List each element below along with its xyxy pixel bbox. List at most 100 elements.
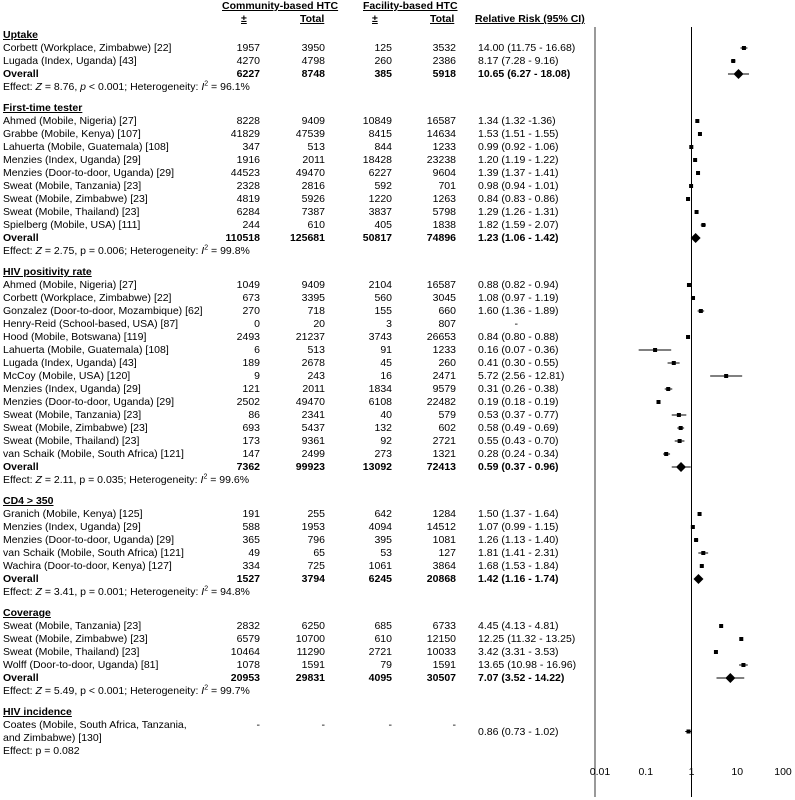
facility-positive: 8415 [368,128,392,140]
facility-total: 16587 [426,115,456,127]
facility-total: 14634 [426,128,456,140]
study-label: Gonzalez (Door-to-door, Mozambique) [62] [3,305,203,317]
facility-total: 12150 [426,633,456,645]
facility-total: 14512 [426,521,456,533]
community-positive: 1916 [236,154,260,166]
rr-value: 1.60 (1.36 - 1.89) [478,305,559,317]
rr-value: 0.86 (0.73 - 1.02) [478,725,559,738]
community-total: 65 [313,547,325,559]
study-label: Menzies (Index, Uganda) [29] [3,521,141,533]
overall-rr-value: 1.42 (1.16 - 1.74) [478,573,559,585]
overall-label: Overall [3,232,39,244]
rr-value: 1.68 (1.53 - 1.84) [478,560,559,572]
community-positive: 173 [242,435,260,447]
overall-facility-positive: 13092 [362,461,392,473]
rr-value: 0.99 (0.92 - 1.06) [478,141,559,153]
effect-statistics: Effect: Z = 8.76, p < 0.001; Heterogenei… [3,80,250,94]
community-total: 11290 [296,646,325,658]
facility-positive: 132 [374,422,392,434]
overall-facility-total: 74896 [426,232,456,244]
overall-facility-positive: 385 [374,68,392,80]
rr-value: - [514,318,519,330]
overall-facility-total: 72413 [426,461,456,473]
study-label: van Schaik (Mobile, South Africa) [121] [3,448,184,460]
community-total: 718 [307,305,325,317]
rr-value: 1.08 (0.97 - 1.19) [478,292,559,304]
community-total: 49470 [295,167,325,179]
study-label: Menzies (Index, Uganda) [29] [3,383,141,395]
point-estimate-square [696,171,701,175]
point-estimate-square [724,374,729,378]
facility-total-header: Total [430,13,455,25]
community-total: 243 [307,370,325,382]
facility-total: 26653 [426,331,456,343]
community-positive: 189 [242,357,260,369]
facility-total: 3532 [432,42,456,54]
study-label: Corbett (Workplace, Zimbabwe) [22] [3,292,172,304]
section-title: Coverage [3,607,51,619]
facility-total: 701 [438,180,456,192]
study-label: Lahuerta (Mobile, Guatemala) [108] [3,141,169,153]
overall-rr-value: 7.07 (3.52 - 14.22) [478,672,565,684]
facility-positive: 125 [374,42,392,54]
study-label: Granich (Mobile, Kenya) [125] [3,508,143,520]
community-positive: 244 [242,219,260,231]
rr-value: 5.72 (2.56 - 12.81) [478,370,565,382]
rr-value: 0.53 (0.37 - 0.77) [478,409,559,421]
community-total: 3950 [301,42,325,54]
community-positive: - [256,719,261,731]
overall-facility-positive: 4095 [368,672,392,684]
point-estimate-square [698,309,703,313]
community-positive: 1049 [236,279,260,291]
facility-total: 3045 [432,292,456,304]
overall-facility-total: 5918 [432,68,456,80]
study-label: Lugada (Index, Uganda) [43] [3,55,137,67]
point-estimate-square [686,283,691,287]
overall-diamond [725,673,736,683]
facility-total: 22482 [426,396,456,408]
study-label: Lahuerta (Mobile, Guatemala) [108] [3,344,169,356]
point-estimate-square [701,551,706,555]
study-label: McCoy (Mobile, USA) [120] [3,370,131,382]
overall-label: Overall [3,68,39,80]
overall-community-total: 99923 [295,461,325,473]
study-label: Menzies (Door-to-door, Uganda) [29] [3,167,174,179]
community-positive: 0 [254,318,260,330]
effect-statistics: Effect: Z = 2.11, p = 0.035; Heterogenei… [3,473,250,487]
point-estimate-square [691,296,696,300]
rr-value: 1.53 (1.51 - 1.55) [478,128,559,140]
community-total: 10700 [295,633,325,645]
study-label-line2: and Zimbabwe) [130] [3,732,102,744]
community-total: 2011 [302,383,325,395]
facility-positive: - [388,719,393,731]
community-total: 4798 [301,55,325,67]
community-positive: 693 [242,422,260,434]
study-label: Sweat (Mobile, Zimbabwe) [23] [3,422,148,434]
facility-positive: 16 [380,370,392,382]
point-estimate-square [671,361,676,365]
community-positive: 365 [242,534,260,546]
rr-value: 0.58 (0.49 - 0.69) [478,422,559,434]
point-estimate-square [694,210,699,214]
community-total: 3395 [301,292,325,304]
community-total: 610 [307,219,325,231]
rr-value: 0.98 (0.94 - 1.01) [478,180,559,192]
community-positive: 334 [242,560,260,572]
overall-diamond [690,233,701,243]
community-positive: 673 [242,292,260,304]
point-estimate-square [695,119,700,123]
study-label: Sweat (Mobile, Tanzania) [23] [3,180,142,192]
facility-positive: 2104 [368,279,392,291]
community-positive: 49 [248,547,260,559]
facility-positive: 1220 [368,193,392,205]
community-total: 2816 [301,180,325,192]
point-estimate-square [731,59,736,63]
study-label: Henry-Reid (School-based, USA) [87] [3,318,179,330]
community-total: 5437 [301,422,325,434]
facility-positive: 79 [380,659,392,671]
facility-positive: 6227 [368,167,392,179]
rr-value: 0.16 (0.07 - 0.36) [478,344,559,356]
facility-total: 5798 [432,206,456,218]
point-estimate-square [653,348,658,352]
